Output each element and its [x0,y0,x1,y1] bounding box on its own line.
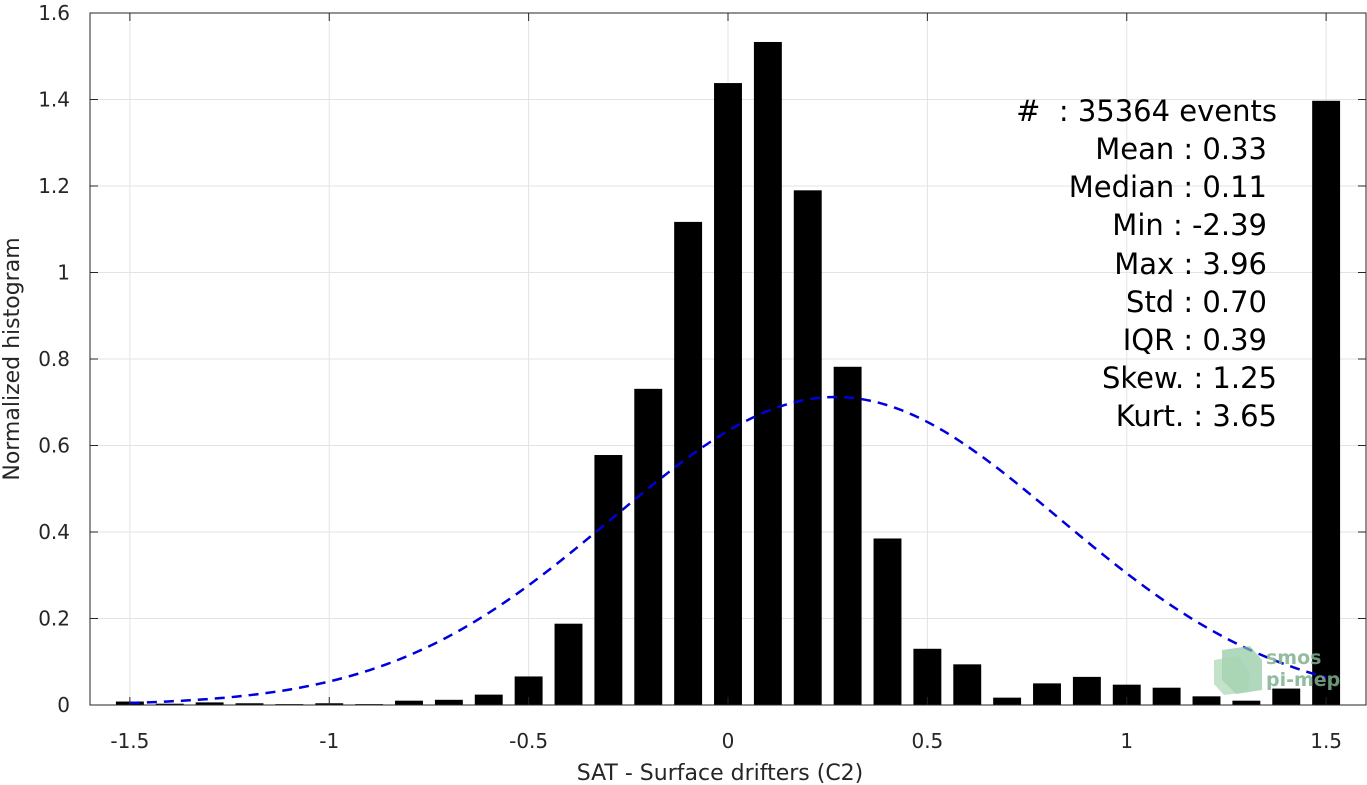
histogram-bar [1272,688,1301,705]
x-tick-label: 1.5 [1310,729,1342,753]
watermark-line-2: pi-mep [1266,669,1340,691]
y-axis-label: Normalized histogram [0,237,25,480]
x-tick-label: -0.5 [509,729,548,753]
histogram-bar [395,700,423,705]
y-tick-label: 0.6 [38,434,70,458]
stat-line-skew: Skew. : 1.25 [1102,361,1277,395]
stat-line-std: Std : 0.70 [1126,285,1267,319]
x-axis-label: SAT - Surface drifters (C2) [577,761,864,785]
histogram-bar [793,190,822,705]
smos-pimep-logo: smos pi-mep [1214,646,1340,695]
histogram-bar [833,366,862,705]
histogram-bar [1072,676,1101,705]
y-tick-label: 0.4 [38,520,70,544]
histogram-bar [1232,700,1261,705]
bars [115,41,1341,706]
stat-line-mean: Mean : 0.33 [1095,132,1267,166]
histogram-bar [873,538,902,705]
y-tick-label: 0.2 [38,607,70,631]
histogram-bar [753,41,782,706]
histogram-bar [1033,683,1061,705]
histogram-bar [1112,684,1141,705]
histogram-bar [634,388,663,705]
y-tick-label: 0.8 [38,347,70,371]
stat-line-kurt: Kurt. : 3.65 [1116,399,1277,433]
x-tick-label: -1.5 [110,729,149,753]
histogram-bar [594,455,623,705]
x-tick-label: -1 [319,729,339,753]
y-tick-label: 0 [57,693,70,717]
y-tick-label: 1.4 [38,88,70,112]
histogram-bar [993,697,1022,705]
histogram-bar [953,664,982,705]
histogram-bar [1152,687,1181,705]
histogram-bar [1312,100,1341,706]
y-tick-label: 1 [57,261,70,285]
histogram-bar [474,694,503,705]
stat-line-min: Min : -2.39 [1112,208,1267,242]
histogram-bar [434,699,463,705]
histogram-bar [1192,696,1221,705]
histogram-bar [195,702,224,705]
watermark-line-1: smos [1266,647,1321,669]
x-tick-label: 1 [1120,729,1133,753]
y-axis-ticks: 0 0.2 0.4 0.6 0.8 1 1.2 1.4 1.6 [38,1,1366,717]
stat-line-median: Median : 0.11 [1069,170,1267,204]
stats-box: # : 35364 events Mean : 0.33 Median : 0.… [1016,94,1277,433]
histogram-bar [554,623,583,705]
stat-line-max: Max : 3.96 [1114,247,1267,281]
histogram-bar [235,703,264,705]
y-tick-label: 1.2 [38,174,70,198]
histogram-bar [714,83,742,705]
stat-line-count: # : 35364 events [1016,94,1277,128]
x-tick-label: 0 [722,729,735,753]
x-tick-label: 0.5 [911,729,943,753]
y-tick-label: 1.6 [38,1,70,25]
histogram-bar [913,648,942,705]
stat-line-iqr: IQR : 0.39 [1123,323,1267,357]
histogram-bar [155,703,184,705]
x-axis-ticks: -1.5 -1 -0.5 0 0.5 1 1.5 [110,13,1342,753]
